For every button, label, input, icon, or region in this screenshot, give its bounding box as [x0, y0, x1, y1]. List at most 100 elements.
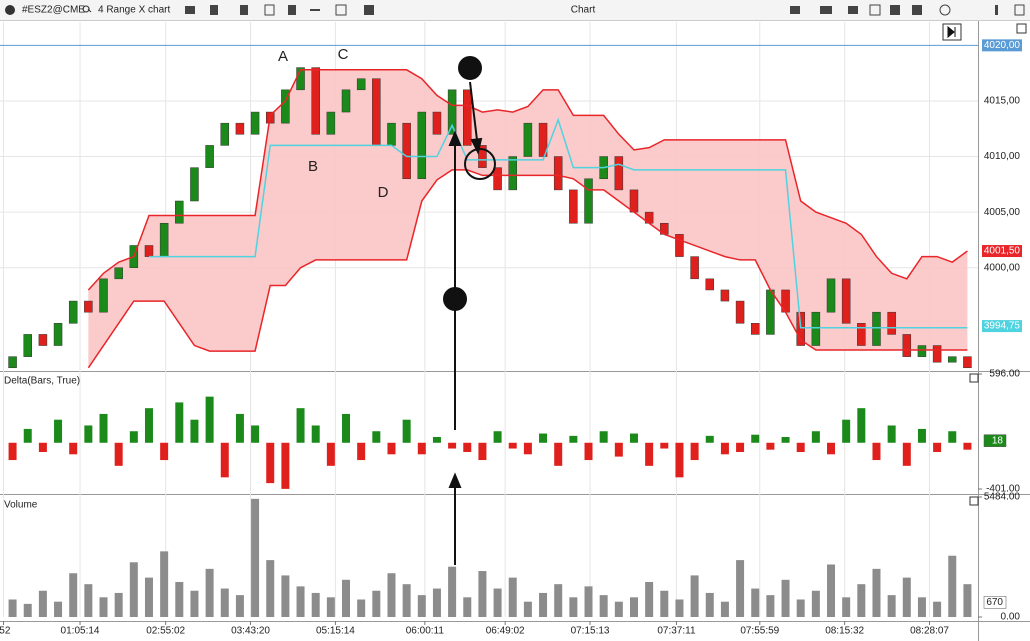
bar: [99, 597, 108, 617]
candle: [478, 145, 487, 168]
bar: [736, 560, 745, 617]
candle: [538, 122, 548, 157]
bar: [857, 584, 866, 617]
bar: [84, 584, 93, 617]
candle: [750, 323, 760, 335]
bar: [887, 425, 896, 443]
candle: [38, 334, 48, 346]
bar: [675, 442, 684, 478]
window-title: Chart: [571, 5, 596, 16]
bar: [463, 597, 472, 617]
bar: [917, 597, 926, 617]
bar: [872, 442, 881, 461]
symbol[interactable]: #ESZ2@CME: [22, 5, 85, 16]
candle: [84, 300, 93, 313]
candle: [190, 167, 199, 202]
bar: [266, 560, 275, 617]
candle: [493, 167, 502, 191]
bar: [205, 568, 214, 617]
bar: [827, 442, 836, 455]
bar: [175, 402, 184, 443]
bar: [69, 442, 78, 455]
bar: [645, 442, 654, 466]
candle: [326, 111, 336, 135]
bar: [539, 433, 548, 443]
y-tick-label: 4015,00: [984, 96, 1021, 107]
candle: [705, 278, 715, 291]
bar: [38, 442, 47, 452]
toolbar-icons[interactable]: [185, 4, 1025, 16]
y-tick-label: 4000,00: [984, 262, 1021, 273]
price-marker: [982, 245, 1022, 258]
bar: [736, 442, 745, 452]
maximize-button[interactable]: [1016, 23, 1027, 34]
candle: [675, 234, 684, 257]
bar: [357, 442, 366, 461]
candle: [447, 89, 457, 135]
timeframe[interactable]: 4 Range X chart: [98, 5, 170, 16]
candle: [68, 300, 78, 324]
candle: [569, 189, 578, 224]
bar: [326, 597, 335, 617]
bar: [599, 595, 608, 617]
bar: [569, 597, 578, 617]
price-marker-label: 4020,00: [984, 40, 1021, 51]
candle: [463, 89, 472, 146]
price-marker: [982, 39, 1022, 52]
value-marker-label: 670: [986, 597, 1003, 608]
bar: [54, 601, 63, 617]
upper-band: [87, 69, 968, 291]
candle: [372, 78, 381, 146]
wave-label: C: [338, 46, 349, 63]
candle: [887, 311, 896, 335]
close-panel-button[interactable]: [969, 373, 979, 383]
candle: [432, 111, 442, 135]
candle: [205, 145, 214, 168]
bar: [417, 595, 426, 617]
bar: [402, 584, 411, 617]
bar: [160, 551, 169, 617]
bar: [948, 555, 957, 617]
search-icon[interactable]: [82, 5, 92, 13]
bar: [811, 431, 820, 443]
value-marker: [983, 596, 1007, 609]
x-tick-label: 06:49:02: [486, 626, 525, 637]
bar: [190, 590, 199, 617]
candle: [250, 111, 260, 135]
candle: [963, 356, 972, 369]
x-tick-label: 07:37:11: [657, 626, 696, 637]
bar: [99, 413, 108, 443]
bar: [84, 425, 93, 443]
candle: [23, 334, 32, 357]
bar: [387, 442, 396, 455]
candle: [796, 311, 805, 346]
value-marker: [983, 434, 1007, 447]
bar: [372, 590, 381, 617]
bar: [342, 579, 351, 617]
candle: [826, 278, 836, 313]
bar: [857, 408, 866, 443]
bar: [432, 436, 441, 443]
bar: [311, 425, 320, 443]
candle: [235, 122, 245, 135]
bar: [23, 428, 32, 443]
price-marker-label: 4001,50: [984, 246, 1021, 257]
panel-title: Volume: [4, 500, 38, 511]
candle: [932, 345, 942, 363]
bar: [281, 575, 290, 617]
bar: [8, 442, 17, 461]
candle: [114, 267, 123, 280]
candle: [99, 278, 108, 313]
app-icon[interactable]: [5, 5, 15, 15]
x-tick-label: 01:05:14: [61, 626, 100, 637]
candle: [872, 311, 881, 346]
bar: [523, 601, 532, 617]
bar: [766, 595, 775, 617]
bar: [796, 599, 805, 617]
bar: [933, 442, 942, 452]
bar: [705, 435, 714, 443]
bar: [129, 562, 138, 617]
bar: [690, 575, 699, 617]
close-panel-button[interactable]: [969, 496, 979, 506]
bar: [948, 431, 957, 443]
